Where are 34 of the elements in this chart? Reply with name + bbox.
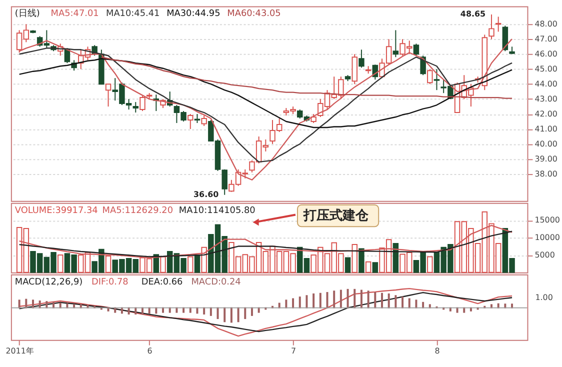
annotation: 48.65 bbox=[460, 9, 486, 18]
text: MA30:44.95 bbox=[166, 9, 220, 20]
text: MA5:47.01 bbox=[50, 9, 99, 20]
y-tick-label: 40.00 bbox=[534, 139, 558, 148]
x-tick-label: 8 bbox=[434, 346, 440, 356]
text: 1.00 bbox=[535, 292, 553, 302]
text: MA10:45.41 bbox=[106, 9, 160, 20]
y-tick-label: 38.00 bbox=[534, 169, 558, 178]
text: DEA:0.66 bbox=[141, 277, 184, 288]
y-tick-label: 45.00 bbox=[534, 64, 558, 74]
annotation: 36.60 bbox=[194, 190, 220, 199]
y-tick-label: 5000 bbox=[534, 250, 555, 260]
y-tick-label: 15000 bbox=[534, 216, 560, 225]
y-tick-label: 47.00 bbox=[534, 34, 558, 44]
x-tick-label: 2011年 bbox=[6, 346, 34, 356]
x-tick-label: 7 bbox=[291, 346, 296, 356]
y-tick-label: 48.00 bbox=[534, 20, 558, 29]
series-label: VOLUME:39917.34 bbox=[14, 206, 98, 216]
series-label: DIF:0.78 bbox=[92, 277, 129, 288]
text: MA60:43.05 bbox=[227, 9, 281, 20]
text: MA10:114105.80 bbox=[178, 206, 256, 216]
y-tick-label: 44.00 bbox=[534, 80, 558, 89]
y-tick-label: 43.00 bbox=[534, 94, 558, 104]
y-tick-label: 46.00 bbox=[534, 50, 558, 59]
y-tick-label: 10000 bbox=[534, 233, 560, 242]
text: MA5:112629.20 bbox=[102, 206, 174, 216]
x-tick-label: 6 bbox=[147, 346, 152, 356]
text: MACD:0.24 bbox=[191, 277, 242, 288]
y-tick-label: 41.00 bbox=[534, 124, 558, 134]
y-tick-label: 42.00 bbox=[534, 110, 558, 118]
annotation: 打压式建仓 bbox=[302, 208, 370, 224]
chart-title: (日线) bbox=[14, 8, 40, 20]
y-tick-label: 39.00 bbox=[534, 154, 558, 164]
chart-title: MACD(12,26,9) bbox=[14, 277, 83, 288]
